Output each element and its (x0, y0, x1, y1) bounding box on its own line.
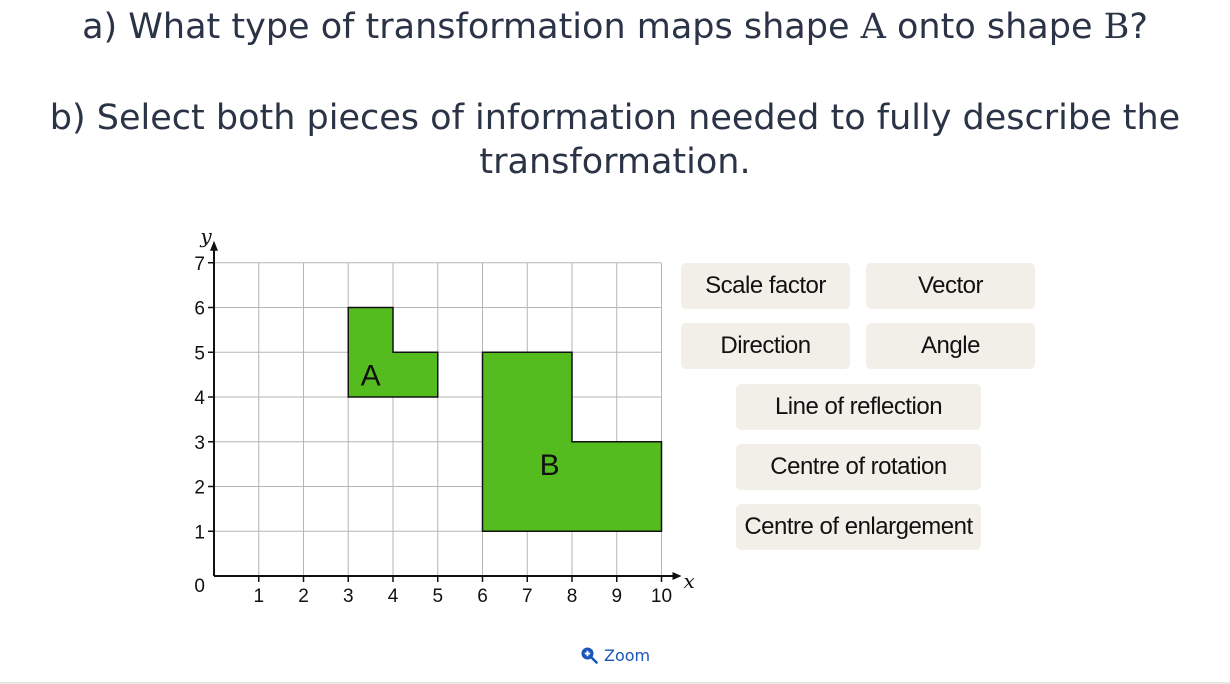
question-b-line1: b) Select both pieces of information nee… (49, 98, 1181, 138)
x-tick-label: 4 (388, 586, 399, 607)
zoom-in-icon (581, 647, 598, 664)
x-tick-label: 8 (567, 586, 578, 607)
option-centre-of-rotation[interactable]: Centre of rotation (736, 444, 981, 490)
x-tick-label: 7 (522, 586, 533, 607)
x-tick-label: 5 (432, 586, 443, 607)
option-scale-factor[interactable]: Scale factor (681, 263, 850, 309)
origin-label: 0 (194, 576, 205, 597)
question-a-shape1: A (860, 7, 886, 47)
y-axis-arrow (210, 240, 218, 251)
shape-a-label: A (361, 360, 381, 393)
question-a-text: a) What type of transformation maps shap… (82, 7, 861, 47)
option-angle[interactable]: Angle (866, 323, 1035, 369)
shape-b-label: B (540, 449, 560, 482)
y-tick-label: 4 (194, 388, 205, 409)
x-tick-label: 2 (298, 586, 309, 607)
question-a-suffix: ? (1129, 7, 1148, 47)
y-tick-label: 3 (194, 433, 205, 454)
y-tick-label: 5 (194, 343, 205, 364)
option-centre-of-enlargement[interactable]: Centre of enlargement (736, 504, 981, 550)
option-direction[interactable]: Direction (681, 323, 850, 369)
option-line-of-reflection[interactable]: Line of reflection (736, 384, 981, 430)
shape-a (347, 306, 439, 398)
option-vector[interactable]: Vector (866, 263, 1035, 309)
coordinate-grid: A B 1 2 3 4 5 6 7 8 9 10 1 2 3 4 5 6 7 0 x y (194, 224, 695, 607)
x-axis-label: x (684, 569, 695, 593)
question-b-line2: transformation. (479, 142, 751, 182)
y-tick-label: 2 (194, 478, 205, 499)
shape-b (481, 351, 663, 532)
question-a-text-2: onto shape (885, 7, 1104, 47)
x-tick-label: 6 (477, 586, 488, 607)
x-tick-label: 1 (253, 586, 264, 607)
y-axis-label: y (199, 224, 212, 248)
question-b: b) Select both pieces of information nee… (0, 96, 1230, 184)
question-a: a) What type of transformation maps shap… (0, 5, 1230, 49)
y-tick-label: 6 (194, 299, 205, 320)
x-tick-label: 3 (343, 586, 354, 607)
zoom-label: Zoom (604, 645, 651, 665)
question-a-shape2: B (1103, 7, 1130, 47)
bottom-divider (0, 682, 1230, 684)
y-tick-label: 1 (194, 522, 205, 543)
x-tick-label: 10 (651, 586, 672, 607)
x-tick-label: 9 (611, 586, 622, 607)
x-axis-arrow (672, 572, 682, 580)
y-tick-label: 7 (194, 254, 205, 275)
zoom-button[interactable]: Zoom (580, 644, 650, 666)
